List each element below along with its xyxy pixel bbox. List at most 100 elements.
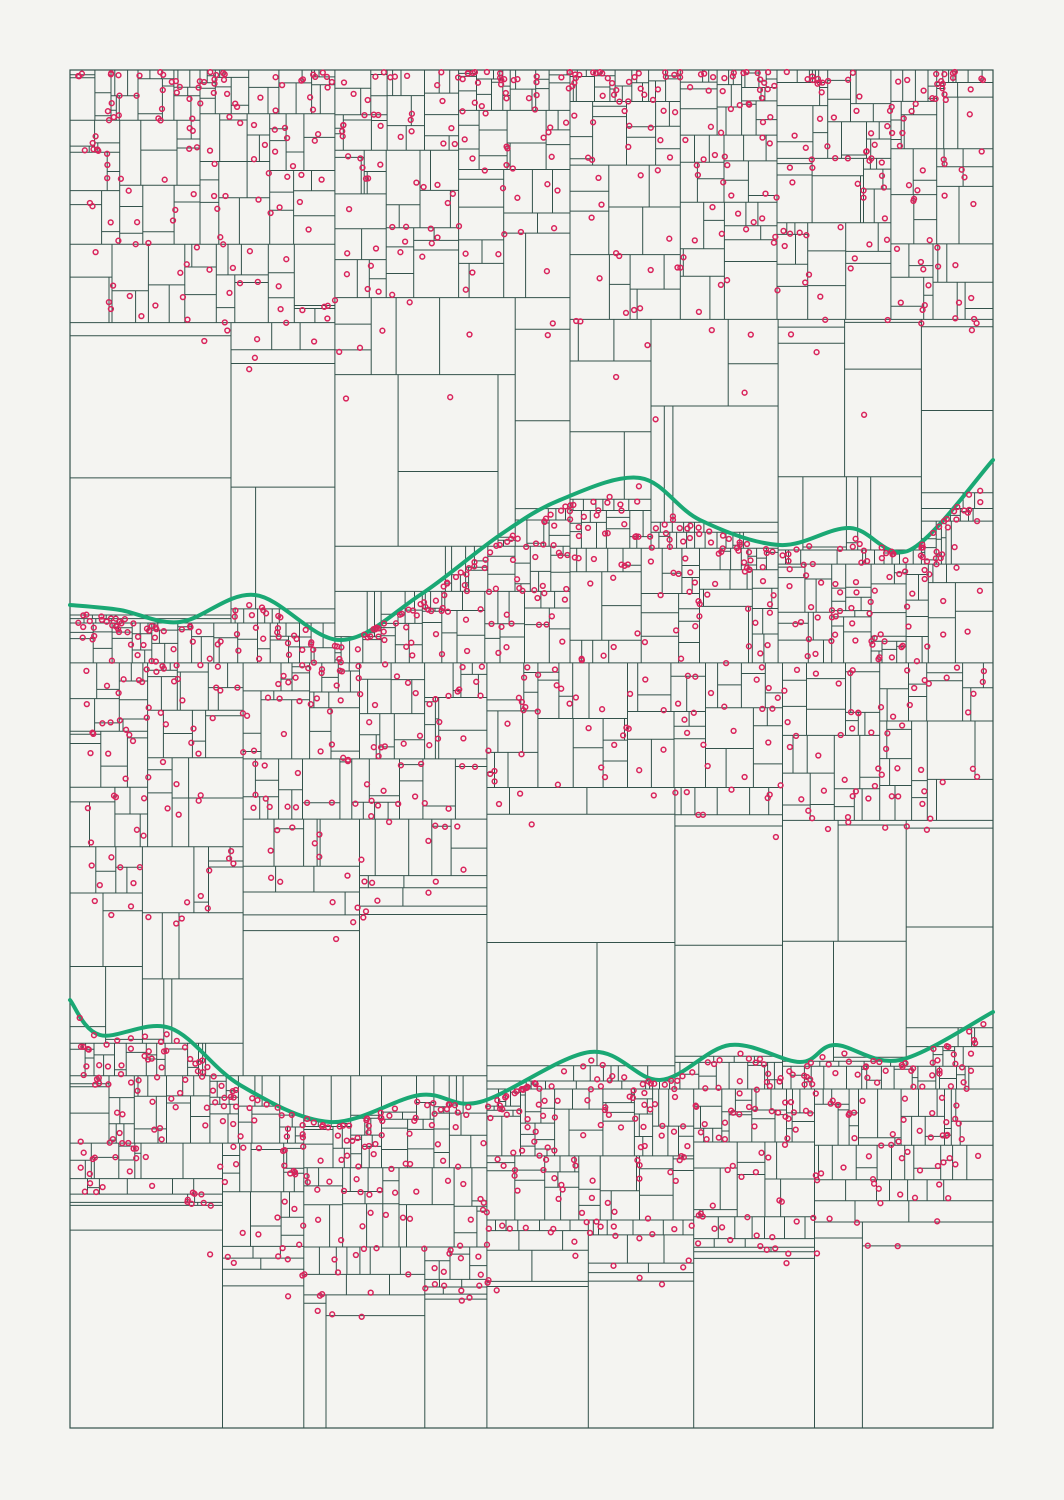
dot	[945, 1194, 952, 1202]
dot	[758, 1149, 765, 1156]
dot	[136, 864, 144, 871]
dot	[404, 679, 412, 686]
dot	[83, 700, 90, 708]
dot	[336, 655, 343, 663]
dot	[486, 549, 494, 556]
dot	[209, 714, 216, 722]
dot	[465, 1103, 472, 1111]
dot	[878, 544, 885, 551]
dot	[434, 234, 441, 241]
dot	[177, 269, 184, 276]
dot	[634, 1157, 641, 1164]
dot	[659, 1122, 666, 1130]
dot	[439, 604, 446, 612]
dot	[945, 1043, 952, 1051]
dot	[649, 96, 657, 104]
dot	[809, 1080, 816, 1088]
dot	[676, 1156, 683, 1164]
dot	[525, 95, 533, 102]
dot	[197, 892, 204, 900]
dot	[971, 1039, 979, 1047]
dot	[379, 1117, 386, 1125]
dot	[836, 607, 844, 615]
dot	[221, 319, 228, 326]
dot	[939, 85, 946, 92]
dot	[105, 298, 113, 306]
dot	[756, 1055, 764, 1063]
dot	[540, 134, 547, 141]
dot	[440, 1268, 447, 1275]
dot	[183, 899, 191, 906]
dot	[226, 289, 233, 297]
dot	[680, 538, 687, 545]
dot	[283, 319, 290, 326]
dot	[973, 773, 981, 780]
dot	[934, 263, 942, 270]
dot	[96, 881, 103, 889]
dot	[454, 1163, 462, 1170]
dot	[280, 672, 287, 680]
dot	[580, 1063, 587, 1070]
dot	[118, 1062, 125, 1069]
dot	[680, 1154, 687, 1161]
dot	[135, 676, 143, 684]
dot	[695, 308, 703, 316]
dot	[860, 187, 867, 194]
dot	[444, 608, 452, 615]
dot	[686, 84, 694, 91]
dot	[809, 76, 816, 84]
dot	[757, 1242, 764, 1250]
dot	[255, 655, 263, 662]
dot	[637, 85, 644, 92]
dot	[311, 840, 318, 847]
dot	[431, 1264, 438, 1272]
dot	[77, 1164, 84, 1171]
dot	[671, 1225, 678, 1233]
dot	[225, 855, 233, 862]
dot	[625, 143, 632, 151]
dot	[953, 564, 960, 571]
dot	[921, 302, 928, 309]
dot	[463, 571, 470, 578]
dot	[604, 1199, 611, 1207]
dot	[141, 1033, 149, 1040]
dot	[130, 620, 137, 627]
dot	[285, 651, 293, 658]
dot	[113, 1109, 121, 1116]
dot	[103, 1041, 110, 1048]
dot	[115, 628, 123, 636]
dot	[882, 745, 890, 753]
dot	[307, 641, 315, 648]
dot	[772, 833, 780, 841]
dot	[827, 1100, 834, 1107]
dot	[895, 78, 902, 85]
dot	[317, 1157, 324, 1164]
dot	[736, 539, 743, 546]
dot	[524, 1124, 531, 1131]
dot	[729, 73, 736, 80]
dot	[441, 591, 448, 599]
dot	[480, 1140, 487, 1147]
dot	[370, 744, 377, 751]
dot	[958, 1136, 965, 1143]
dot	[226, 113, 233, 121]
dot	[609, 1073, 616, 1080]
dot	[704, 762, 711, 770]
dot	[586, 1229, 594, 1237]
dot	[230, 1094, 237, 1101]
dot	[275, 1253, 282, 1260]
dot	[758, 664, 766, 671]
dot	[333, 682, 340, 689]
dot	[217, 638, 224, 645]
dot	[364, 285, 371, 293]
dot	[473, 678, 480, 685]
dot	[947, 1083, 955, 1090]
dot	[380, 787, 387, 794]
dot	[316, 853, 323, 860]
dot	[104, 174, 111, 182]
dot	[852, 535, 859, 542]
dot	[518, 751, 525, 758]
dot	[897, 1191, 904, 1198]
dot	[549, 320, 556, 327]
dot	[469, 269, 476, 276]
